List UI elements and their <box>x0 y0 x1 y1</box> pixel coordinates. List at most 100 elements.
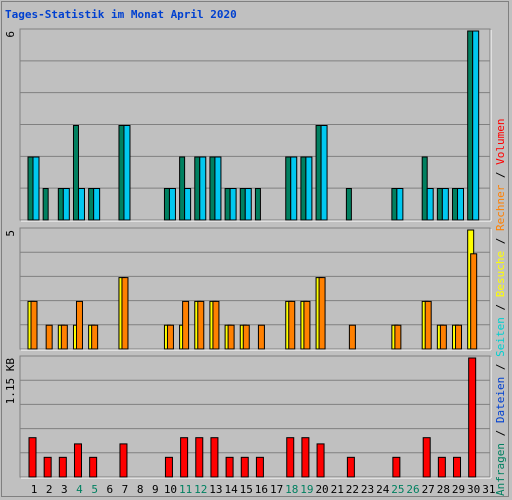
bar-anfragen-day-3 <box>57 188 64 221</box>
bar-volumen-day-27 <box>422 437 431 478</box>
legend-item-volumen: Volumen <box>494 118 507 165</box>
bar-volumen-day-10 <box>164 456 173 478</box>
bar-rechner-day-1 <box>30 300 38 350</box>
x-tick-label-day-22: 22 <box>346 483 359 496</box>
bar-dateien-day-1 <box>32 156 40 221</box>
bar-anfragen-day-10 <box>163 188 170 221</box>
bar-rechner-day-4 <box>75 300 83 350</box>
legend-item-dateien: Dateien <box>494 376 507 424</box>
plot-panel-bottom <box>19 355 491 478</box>
bar-volumen-day-11 <box>180 437 189 478</box>
x-tick-label-day-17: 17 <box>270 483 283 496</box>
bar-anfragen-day-30 <box>467 30 474 221</box>
bar-dateien-day-18 <box>290 156 298 221</box>
bar-volumen-day-5 <box>89 456 98 478</box>
x-tick-label-day-12: 12 <box>194 483 207 496</box>
bar-volumen-day-30 <box>468 357 477 478</box>
bar-volumen-day-25 <box>392 456 401 478</box>
bar-anfragen-day-18 <box>285 156 292 221</box>
bar-rechner-day-10 <box>166 324 174 350</box>
bar-dateien-day-3 <box>62 188 70 221</box>
bar-rechner-day-5 <box>91 324 99 350</box>
bar-volumen-day-16 <box>255 456 264 478</box>
bar-volumen-day-2 <box>43 456 52 478</box>
legend-item-rechner: Rechner <box>494 184 507 232</box>
bar-dateien-day-28 <box>441 188 449 221</box>
x-tick-label-day-8: 8 <box>137 483 144 496</box>
bar-dateien-day-5 <box>93 188 101 221</box>
bar-volumen-day-19 <box>301 437 310 478</box>
x-tick-label-day-21: 21 <box>331 483 344 496</box>
bar-rechner-day-2 <box>45 324 53 350</box>
bar-dateien-day-7 <box>123 125 131 221</box>
bar-volumen-day-29 <box>453 456 462 478</box>
bar-volumen-day-13 <box>210 437 219 478</box>
bar-anfragen-day-11 <box>179 156 186 221</box>
bar-rechner-day-29 <box>455 324 463 350</box>
bar-anfragen-day-20 <box>315 125 322 221</box>
legend-separator: / <box>494 231 507 251</box>
bar-rechner-day-7 <box>121 277 129 350</box>
bar-anfragen-day-2 <box>42 188 49 221</box>
bar-volumen-day-4 <box>73 443 82 478</box>
bar-rechner-day-28 <box>439 324 447 350</box>
x-tick-label-day-26: 26 <box>406 483 419 496</box>
legend-separator: / <box>494 297 507 318</box>
legend-item-anfragen: Anfragen <box>494 443 507 496</box>
bar-dateien-day-13 <box>214 156 222 221</box>
vertical-legend: Anfragen / Dateien / Seiten / Besuche / … <box>494 118 507 496</box>
legend-separator: / <box>494 423 507 444</box>
bar-dateien-day-19 <box>305 156 313 221</box>
x-tick-label-day-5: 5 <box>91 483 98 496</box>
bar-volumen-day-15 <box>240 456 249 478</box>
bar-dateien-day-4 <box>77 188 85 221</box>
x-tick-label-day-30: 30 <box>467 483 480 496</box>
bar-rechner-day-18 <box>288 300 296 350</box>
bar-volumen-day-14 <box>225 456 234 478</box>
bar-dateien-day-15 <box>244 188 252 221</box>
bar-dateien-day-11 <box>184 188 192 221</box>
bar-rechner-day-13 <box>212 300 220 350</box>
bar-anfragen-day-27 <box>421 156 428 221</box>
x-tick-label-day-24: 24 <box>376 483 390 496</box>
bar-dateien-day-14 <box>229 188 237 221</box>
bar-volumen-day-20 <box>316 443 325 478</box>
bar-anfragen-day-29 <box>452 188 459 221</box>
x-tick-label-day-14: 14 <box>224 483 238 496</box>
x-tick-label-day-7: 7 <box>122 483 129 496</box>
bar-dateien-day-27 <box>426 188 434 221</box>
bar-rechner-day-15 <box>242 324 250 350</box>
x-tick-label-day-6: 6 <box>106 483 113 496</box>
bar-dateien-day-10 <box>168 188 176 221</box>
x-tick-label-day-28: 28 <box>437 483 450 496</box>
x-tick-label-day-15: 15 <box>240 483 253 496</box>
legend-separator: / <box>494 356 507 377</box>
bar-volumen-day-18 <box>286 437 295 478</box>
x-tick-label-day-31: 31 <box>482 483 495 496</box>
bar-rechner-day-20 <box>318 277 326 350</box>
bar-anfragen-day-19 <box>300 156 307 221</box>
bar-anfragen-day-7 <box>118 125 125 221</box>
bar-anfragen-day-28 <box>436 188 443 221</box>
bar-volumen-day-7 <box>119 443 128 478</box>
bar-anfragen-day-15 <box>239 188 246 221</box>
bar-dateien-day-30 <box>472 30 480 221</box>
bar-anfragen-day-13 <box>209 156 216 221</box>
bar-anfragen-day-4 <box>72 125 79 221</box>
x-tick-label-day-1: 1 <box>31 483 38 496</box>
x-tick-label-day-16: 16 <box>255 483 268 496</box>
x-tick-label-day-3: 3 <box>61 483 68 496</box>
x-tick-label-day-9: 9 <box>152 483 159 496</box>
chart-title: Tages-Statistik im Monat April 2020 <box>5 8 237 21</box>
bar-rechner-day-11 <box>182 300 190 350</box>
bar-volumen-day-3 <box>58 456 67 478</box>
bottom-panel-ymax-label: 1.15 KB <box>4 358 17 405</box>
bar-anfragen-day-1 <box>27 156 34 221</box>
x-tick-label-day-10: 10 <box>164 483 177 496</box>
bar-rechner-day-30 <box>470 253 478 350</box>
bar-anfragen-day-14 <box>224 188 231 221</box>
bar-rechner-day-12 <box>197 300 205 350</box>
x-tick-label-day-29: 29 <box>452 483 465 496</box>
